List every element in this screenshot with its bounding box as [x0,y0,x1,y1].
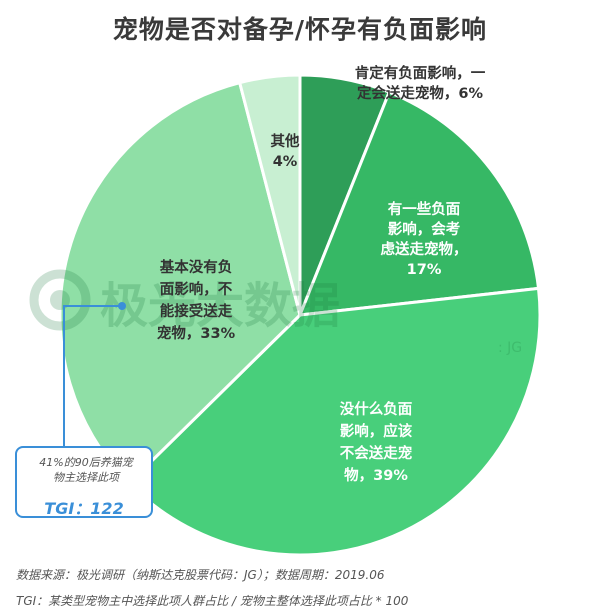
slice-label-1: 有一些负面影响，会考虑送走宠物， 17% [381,200,468,278]
callout-text-line2: 物主选择此项 [53,471,119,484]
slice-label-0: 肯定有负面影响，一定会送走宠物，6% [355,64,486,102]
callout-box: 41%的90后养猫宠 物主选择此项 TGI：122 [15,446,153,518]
watermark: 极光大数据 : JG [29,269,522,356]
callout-tgi: TGI：122 [44,499,124,518]
slice-label-2: 没什么负面影响，应该不会送走宠物，39% [340,400,413,484]
footer-tgi-note: TGI：某类型宠物主中选择此项人群占比 / 宠物主整体选择此项占比 * 100 [16,594,409,608]
slice-label-3: 基本没有负面影响，不能接受送走宠物，33% [157,258,236,342]
watermark-brand: 极光大数据 [100,278,340,334]
footer-source: 数据来源：极光调研（纳斯达克股票代码：JG）；数据周期：2019.06 [16,568,385,582]
pie-slice-1 [297,90,541,317]
pie-slice-2 [126,286,542,557]
chart-title: 宠物是否对备孕/怀孕有负面影响 [112,15,488,44]
pie-slice-3 [58,80,302,486]
callout-text: 41%的90后养猫宠 物主选择此项 [23,455,149,485]
callout-dot [118,302,126,310]
callout-connector [63,305,122,446]
pie-slice-4 [237,73,302,316]
watermark-suffix: : JG [498,340,522,356]
slice-label-4: 其他 4% [271,132,300,170]
watermark-logo [29,269,91,331]
callout-text-line1: 41%的90后养猫宠 [39,456,133,469]
